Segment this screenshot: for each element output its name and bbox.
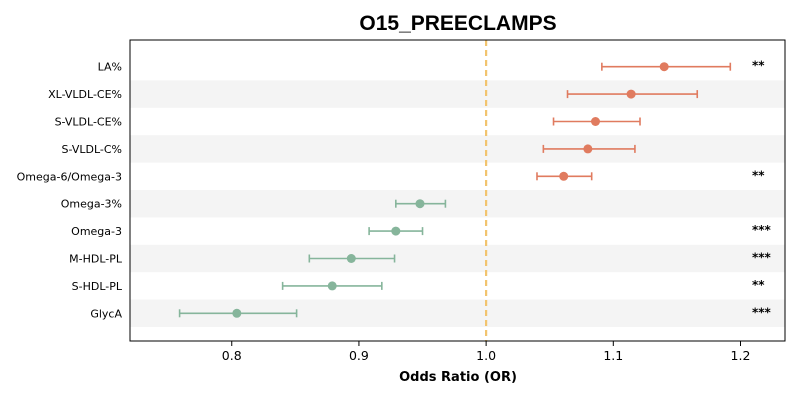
y-tick-label: LA%	[98, 61, 122, 74]
or-point	[583, 144, 593, 154]
y-tick-label: GlycA	[90, 307, 122, 320]
y-tick-label: S-VLDL-C%	[62, 143, 122, 156]
significance-label: ***	[752, 305, 772, 319]
y-tick-label: S-HDL-PL	[72, 280, 123, 293]
x-axis: 0.8 0.9 1.0 1.1 1.2	[222, 341, 751, 363]
y-tick-label: Omega-6/Omega-3	[17, 170, 122, 183]
x-axis-label: Odds Ratio (OR)	[399, 370, 517, 385]
or-point	[415, 199, 425, 209]
or-point	[590, 117, 600, 126]
significance-label: **	[752, 59, 765, 73]
chart-title: O15_PREECLAMPS	[359, 12, 556, 35]
or-point	[346, 254, 356, 263]
y-tick-label: Omega-3	[71, 225, 122, 238]
or-point	[391, 226, 401, 236]
row-band	[130, 190, 785, 218]
y-axis-labels: LA% XL-VLDL-CE% S-VLDL-CE% S-VLDL-C% Omega-6…	[17, 61, 123, 321]
or-point	[659, 62, 669, 72]
significance-labels: ***************	[752, 59, 772, 320]
x-tick-label: 0.9	[349, 348, 369, 363]
row-bands	[130, 80, 785, 327]
x-tick-label: 1.0	[476, 348, 496, 363]
significance-label: ***	[752, 251, 772, 265]
x-tick-label: 1.1	[603, 348, 623, 363]
y-tick-label: Omega-3%	[61, 198, 122, 211]
y-tick-label: M-HDL-PL	[69, 253, 123, 266]
row-band	[130, 135, 785, 163]
plot-frame	[129, 39, 786, 342]
x-tick-label: 1.2	[731, 348, 751, 363]
data-marks	[178, 62, 732, 318]
or-point	[559, 171, 569, 181]
or-point	[626, 89, 636, 99]
y-tick-label: S-VLDL-CE%	[55, 116, 122, 129]
significance-label: **	[752, 278, 765, 292]
y-tick-label: XL-VLDL-CE%	[48, 88, 122, 101]
x-tick-label: 0.8	[222, 348, 242, 363]
significance-label: ***	[752, 223, 772, 237]
or-point	[327, 281, 337, 291]
or-point	[232, 308, 242, 318]
significance-label: **	[752, 168, 765, 182]
row-band	[130, 244, 785, 273]
